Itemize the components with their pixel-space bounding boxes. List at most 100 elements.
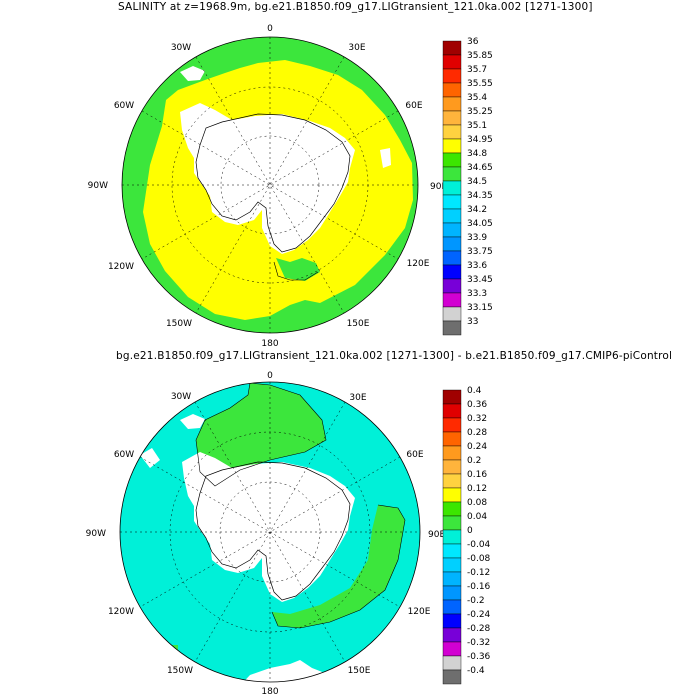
lon-label: 30W <box>171 392 191 402</box>
colorbar-swatch <box>442 166 462 182</box>
lon-label: 30E <box>348 43 365 53</box>
colorbar-label: 35.55 <box>467 79 493 89</box>
coastline <box>195 113 351 253</box>
colorbar-swatch <box>442 278 462 294</box>
colorbar-swatch <box>442 222 462 238</box>
colorbar-label: -0.08 <box>467 554 491 564</box>
colorbar-swatch <box>442 445 462 461</box>
lon-label: 90E <box>428 530 445 540</box>
lon-label: 90W <box>88 181 108 191</box>
colorbar-label: 0.08 <box>467 498 487 508</box>
colorbar-label: 33.6 <box>467 261 487 271</box>
colorbar-label: 0.12 <box>467 484 487 494</box>
land-west-strip <box>140 448 160 468</box>
lon-label: 120E <box>408 607 431 617</box>
colorbar-label: 33 <box>467 317 478 327</box>
colorbar-swatch <box>442 82 462 98</box>
lon-label: 60E <box>405 101 422 111</box>
lon-label: 150E <box>347 319 370 329</box>
colorbar-swatch <box>442 320 462 336</box>
colorbar-label: -0.4 <box>467 666 485 676</box>
colorbar-label: 34.8 <box>467 149 487 159</box>
colorbar-swatch <box>442 54 462 70</box>
colorbar-label: 0.04 <box>467 512 487 522</box>
colorbar-label: -0.32 <box>467 638 490 648</box>
colorbar-label: -0.36 <box>467 652 491 662</box>
colorbar-swatch <box>442 110 462 126</box>
colorbar-swatch <box>442 194 462 210</box>
lon-label: 120W <box>108 262 134 272</box>
colorbar-swatch <box>442 557 462 573</box>
colorbar-label: 33.45 <box>467 275 493 285</box>
colorbar-label: -0.16 <box>467 582 491 592</box>
colorbar-label: 36 <box>467 37 479 47</box>
colorbar-swatch <box>442 264 462 280</box>
colorbar-label: 35.7 <box>467 65 487 75</box>
colorbar-swatch <box>442 473 462 489</box>
colorbar-swatch <box>442 501 462 517</box>
lon-label: 0 <box>267 371 273 381</box>
colorbar-label: 0.36 <box>467 400 487 410</box>
graticule <box>120 382 420 682</box>
lon-label: 180 <box>261 687 278 697</box>
lon-label: 30W <box>171 43 191 53</box>
colorbar-label: 34.5 <box>467 177 487 187</box>
map-boundary <box>121 36 419 334</box>
salinity-difference-map <box>119 381 421 683</box>
colorbar-swatch <box>442 641 462 657</box>
colorbar-swatch <box>442 599 462 615</box>
lon-label: 90E <box>430 182 447 192</box>
land-island-north <box>180 66 205 81</box>
colorbar-swatch <box>442 306 462 322</box>
lon-label: 0 <box>267 24 273 34</box>
colorbar-swatch <box>442 250 462 266</box>
colorbar-label: 0 <box>467 526 473 536</box>
land-bottom <box>236 660 340 682</box>
salinity-map <box>121 36 419 334</box>
colorbar-label: 35.1 <box>467 121 487 131</box>
colorbar-label: 33.15 <box>467 303 493 313</box>
colorbar-swatch <box>442 585 462 601</box>
lon-label: 60W <box>114 450 134 460</box>
lon-label: 60E <box>406 450 423 460</box>
colorbar-swatch <box>442 292 462 308</box>
colorbar-label: 0.16 <box>467 470 487 480</box>
panel-2-title: bg.e21.B1850.f09_g17.LIGtransient_121.0k… <box>116 350 673 362</box>
land-island-east <box>380 148 391 168</box>
colorbar-swatch <box>442 403 462 419</box>
green-patch-130e <box>276 258 320 281</box>
colorbar-swatch <box>442 208 462 224</box>
colorbar-label: 34.95 <box>467 135 493 145</box>
colorbar-swatch <box>442 180 462 196</box>
colorbar-label: 0.32 <box>467 414 487 424</box>
lon-label: 150E <box>348 666 371 676</box>
colorbar-label: -0.24 <box>467 610 491 620</box>
colorbar-label: 0.2 <box>467 456 481 466</box>
colorbar-label: 34.2 <box>467 205 487 215</box>
colorbar-swatch <box>442 389 462 405</box>
colorbar-swatch <box>442 655 462 671</box>
colorbar-swatch <box>442 613 462 629</box>
colorbar-label: 0.4 <box>467 386 482 396</box>
map-boundary <box>119 381 421 683</box>
colorbar-swatch <box>442 571 462 587</box>
lon-label: 120E <box>407 259 430 269</box>
colorbar-swatch <box>442 96 462 112</box>
colorbar-label: 34.05 <box>467 219 493 229</box>
coastline <box>195 461 351 601</box>
lon-label: 120W <box>108 607 134 617</box>
colorbar-label: -0.12 <box>467 568 490 578</box>
graticule <box>122 37 418 333</box>
colorbar-swatch <box>442 152 462 168</box>
land-area <box>182 452 355 602</box>
colorbar-swatch <box>442 236 462 252</box>
positive-anomaly-east <box>272 505 405 628</box>
longitude-labels-1: 0 30E 60E 90E 120E 150E 180 150W 120W 90… <box>88 24 448 349</box>
colorbar-swatch <box>442 40 462 56</box>
land-island-north <box>180 414 205 429</box>
anomaly-contour-east <box>271 504 406 629</box>
colorbar-swatch <box>442 669 462 685</box>
colorbar-label: 33.75 <box>467 247 493 257</box>
lon-label: 150W <box>167 666 193 676</box>
